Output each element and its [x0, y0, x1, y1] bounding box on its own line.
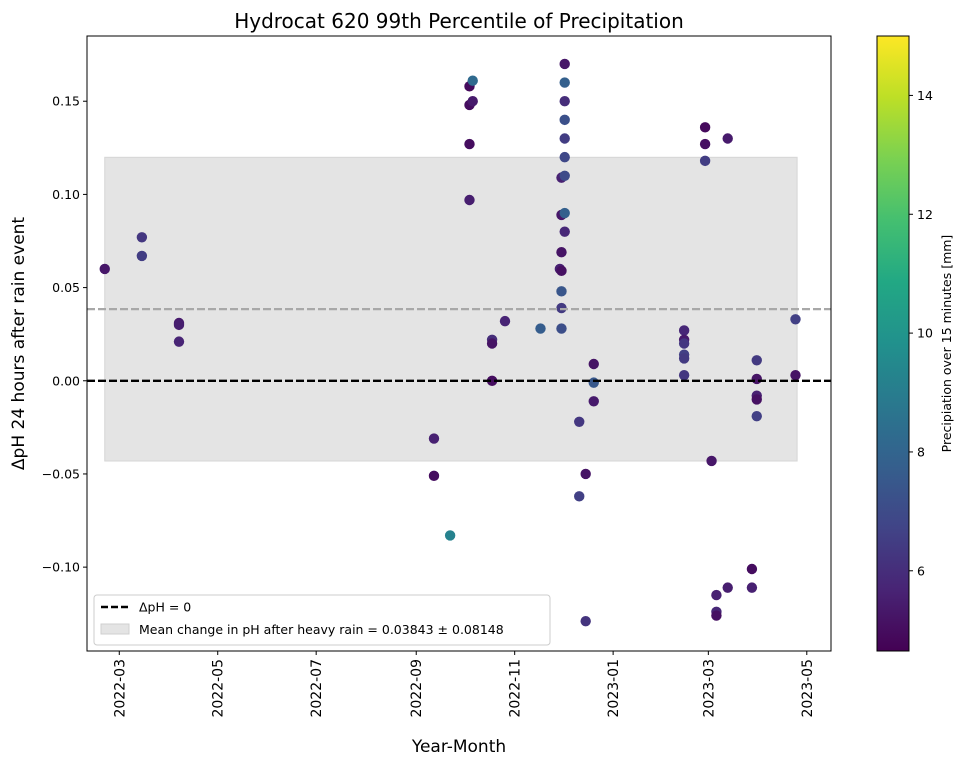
data-point [136, 232, 148, 243]
data-point [699, 138, 711, 150]
x-tick-label: 2023-05 [800, 659, 816, 718]
data-point [751, 394, 762, 405]
data-point [574, 491, 585, 502]
colorbar-label: Precipiation over 15 minutes [mm] [939, 235, 954, 453]
data-point [746, 582, 758, 593]
y-tick-label: −0.05 [42, 466, 80, 481]
y-tick-label: 0.10 [52, 187, 80, 202]
colorbar-tick-label: 6 [917, 563, 925, 578]
data-point [711, 589, 722, 601]
legend: ΔpH = 0 Mean change in pH after heavy ra… [93, 594, 551, 646]
colorbar [876, 35, 910, 652]
chart-title: Hydrocat 620 99th Percentile of Precipit… [234, 9, 684, 33]
data-point [173, 336, 185, 347]
data-point [678, 353, 690, 364]
axes: −0.10 −0.05 0.00 0.05 0.10 0.15 2022-03 2022-05… [42, 94, 816, 718]
x-tick-label: 2023-01 [606, 659, 622, 718]
colorbar-tick-label: 8 [917, 444, 925, 459]
data-point [678, 338, 690, 349]
data-point [556, 246, 567, 258]
data-point [428, 433, 440, 444]
data-point [711, 610, 722, 621]
data-point [580, 468, 591, 480]
data-point [99, 263, 110, 275]
data-point [751, 355, 762, 366]
data-point [751, 373, 762, 385]
data-point [486, 375, 498, 386]
data-point [559, 96, 570, 107]
colorbar-tick-label: 12 [917, 207, 933, 222]
scatter-points [99, 58, 801, 627]
data-point [499, 315, 511, 327]
data-point [559, 170, 570, 181]
data-point [559, 58, 570, 70]
y-tick-label: 0.00 [52, 373, 80, 388]
data-point [444, 530, 456, 541]
legend-zero-line-label: ΔpH = 0 [139, 600, 191, 615]
data-point [678, 325, 690, 336]
data-point [790, 369, 801, 381]
legend-box [93, 594, 551, 646]
data-point [486, 338, 498, 349]
legend-band-label: Mean change in pH after heavy rain = 0.0… [139, 622, 504, 637]
data-point [136, 250, 148, 262]
data-point [559, 114, 570, 126]
y-tick-label: 0.05 [52, 280, 80, 295]
legend-band-swatch [100, 623, 130, 635]
data-point [751, 410, 762, 422]
data-point [559, 207, 570, 219]
plot-frame [86, 35, 832, 652]
colorbar-ticks: 6 8 10 12 14 [909, 88, 933, 578]
data-point [559, 226, 570, 237]
data-point [559, 133, 570, 144]
data-point [556, 265, 567, 277]
data-point [464, 194, 475, 206]
data-point [574, 416, 585, 427]
x-tick-label: 2022-03 [112, 659, 128, 718]
data-point [790, 314, 801, 325]
data-point [535, 323, 546, 334]
data-point [746, 563, 758, 575]
data-point [467, 96, 478, 107]
x-tick-label: 2022-05 [211, 659, 227, 718]
data-point [580, 615, 591, 627]
data-point [706, 455, 717, 467]
x-tick-label: 2022-11 [508, 659, 524, 718]
data-point [428, 470, 440, 482]
y-axis-label: ΔpH 24 hours after rain event [9, 217, 29, 471]
data-point [556, 323, 567, 334]
data-point [559, 77, 570, 88]
data-point [588, 396, 599, 407]
data-point [556, 286, 567, 297]
data-point [588, 358, 599, 370]
reference-lines [87, 308, 831, 382]
data-point [559, 151, 570, 163]
x-tick-label: 2023-03 [701, 659, 717, 718]
data-point [722, 133, 733, 144]
data-point [588, 377, 599, 388]
colorbar-tick-label: 10 [917, 326, 933, 341]
x-axis-label: Year-Month [411, 737, 506, 757]
y-tick-label: −0.10 [42, 560, 80, 575]
x-tick-label: 2022-09 [409, 659, 425, 718]
colorbar-tick-label: 14 [917, 88, 933, 103]
x-tick-label: 2022-07 [309, 659, 325, 718]
y-tick-label: 0.15 [52, 94, 80, 109]
data-point [699, 122, 711, 133]
data-point [467, 75, 478, 86]
data-point [678, 369, 690, 381]
data-point [722, 582, 733, 593]
data-point [699, 155, 711, 167]
data-point [464, 138, 475, 150]
data-point [173, 319, 185, 331]
